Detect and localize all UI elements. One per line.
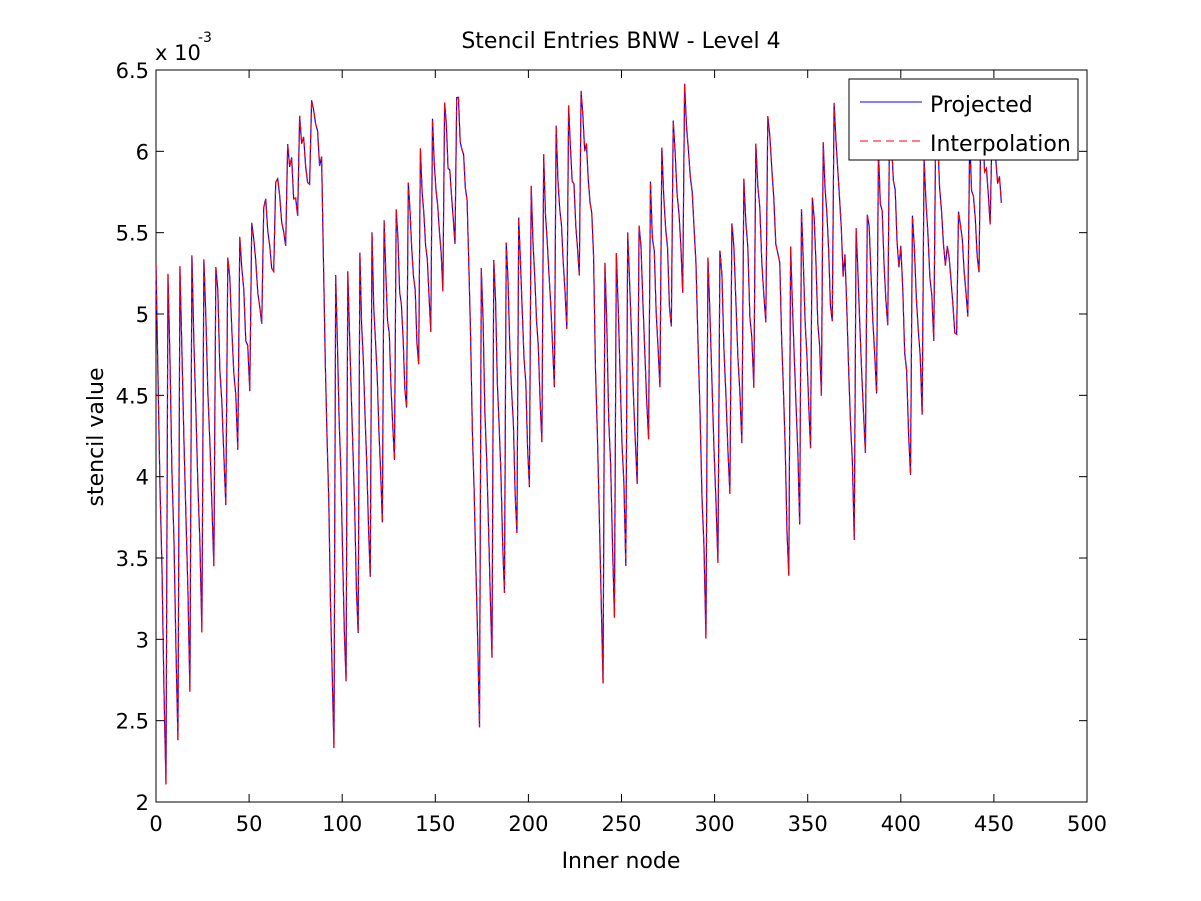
series-interpolation-line [155, 83, 1002, 785]
plot-area: 0 50 100 150 200 250 300 350 400 450 500 2 2.5 3 3.5 4 4… [116, 59, 1107, 836]
x-tick-label: 250 [601, 812, 641, 836]
y-axis-label: stencil value [84, 368, 109, 507]
x-tick-label: 0 [149, 812, 162, 836]
x-tick-label: 100 [322, 812, 362, 836]
y-tick-label: 5 [136, 303, 149, 327]
legend-projected-label: Projected [930, 93, 1033, 118]
y-tick-label: 2 [136, 791, 149, 815]
x-tick-label: 200 [508, 812, 548, 836]
x-tick-label: 150 [415, 812, 455, 836]
x-tick-label: 400 [881, 812, 921, 836]
x-tick-label: 50 [236, 812, 263, 836]
x-tick-label: 300 [695, 812, 735, 836]
y-tick-label: 2.5 [116, 710, 149, 734]
y-tick-label: 4.5 [116, 384, 149, 408]
legend: Projected Interpolation [848, 78, 1079, 161]
y-tick-label: 6 [136, 140, 149, 164]
ticks-layer: 0 50 100 150 200 250 300 350 400 450 500 2 2.5 3 3.5 4 4… [116, 59, 1107, 836]
legend-interpolation-label: Interpolation [930, 132, 1071, 157]
x-axis-label: Inner node [562, 849, 681, 874]
chart-title: Stencil Entries BNW - Level 4 [461, 29, 780, 54]
y-tick-label: 4 [136, 466, 149, 490]
y-tick-label: 6.5 [116, 59, 149, 83]
exponent-power: -3 [198, 30, 212, 46]
y-tick-label: 3.5 [116, 547, 149, 571]
exponent-label: x 10 -3 [155, 30, 212, 65]
x-tick-label: 500 [1067, 812, 1107, 836]
series-layer [155, 83, 1002, 785]
x-tick-label: 350 [788, 812, 828, 836]
legend-box [848, 78, 1079, 161]
exponent-base: x 10 [155, 41, 201, 65]
y-tick-label: 5.5 [116, 222, 149, 246]
x-tick-label: 450 [974, 812, 1014, 836]
y-tick-label: 3 [136, 628, 149, 652]
